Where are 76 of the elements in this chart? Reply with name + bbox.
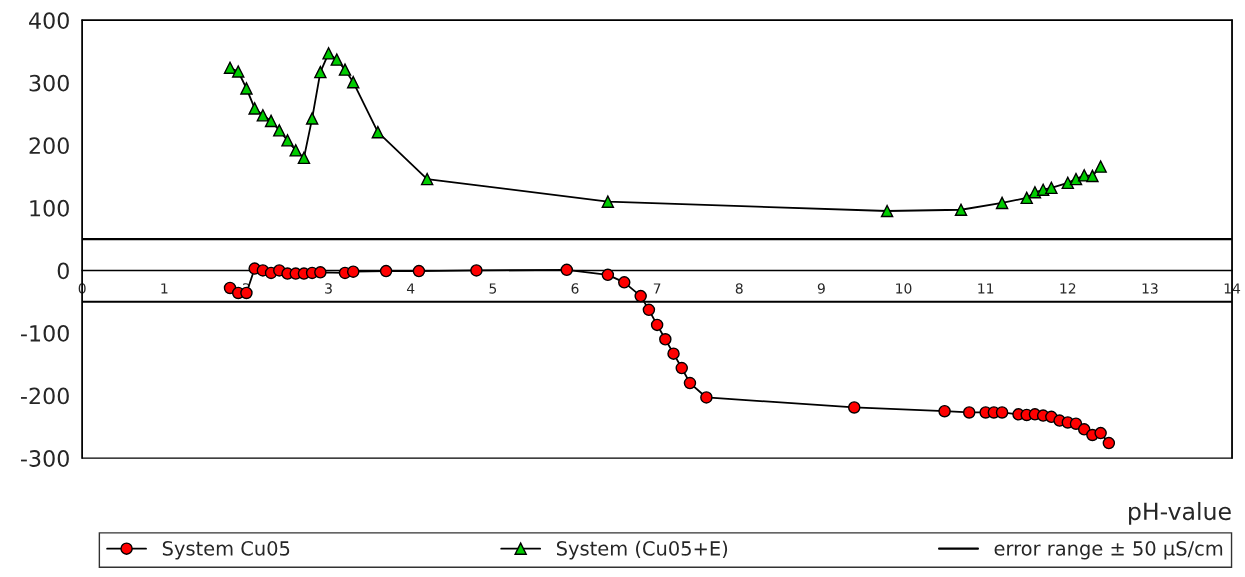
x-tick-label: 5 — [489, 283, 497, 294]
point — [1086, 169, 1099, 183]
x-tick-label: 6 — [571, 283, 579, 294]
point — [223, 61, 237, 74]
point — [305, 112, 319, 125]
point — [1069, 172, 1083, 186]
point — [1077, 169, 1091, 182]
point — [634, 289, 647, 303]
x-tick-label: 1 — [161, 283, 168, 294]
legend-label: System (Cu05+E) — [556, 540, 728, 560]
point — [880, 204, 894, 218]
y-tick-label: -100 — [21, 324, 69, 342]
point — [281, 134, 294, 147]
point — [412, 264, 426, 278]
point — [962, 406, 976, 419]
point — [954, 203, 968, 217]
x-tick-label: 10 — [896, 283, 912, 294]
x-tick-label: 13 — [1142, 283, 1158, 294]
point — [1102, 436, 1116, 450]
point — [264, 114, 278, 128]
x-tick-label: 12 — [1060, 283, 1076, 294]
y-tick-label: 300 — [29, 74, 69, 92]
point — [683, 376, 697, 390]
y-tick-label: 100 — [30, 199, 69, 217]
point — [379, 264, 393, 278]
x-axis-title: pH-value — [1129, 501, 1231, 525]
point — [240, 82, 253, 95]
point — [1045, 181, 1058, 195]
point — [420, 172, 434, 186]
legend-label: error range ± 50 µS/cm — [994, 541, 1223, 560]
point — [995, 196, 1009, 210]
point — [289, 144, 302, 157]
point — [601, 195, 615, 208]
point — [240, 286, 253, 300]
point — [273, 124, 286, 137]
point — [371, 125, 385, 139]
point — [346, 265, 360, 278]
y-tick-label: 0 — [57, 262, 69, 280]
point — [1094, 160, 1107, 173]
point — [642, 303, 656, 317]
point — [346, 75, 360, 89]
point — [601, 268, 615, 282]
y-tick-label: 400 — [29, 12, 69, 29]
point — [297, 151, 311, 165]
point — [314, 65, 327, 79]
x-tick-label: 9 — [817, 283, 825, 294]
x-tick-label: 8 — [735, 283, 743, 294]
y-tick-label: -200 — [21, 387, 69, 405]
point — [470, 264, 483, 277]
point — [231, 65, 245, 78]
point — [675, 361, 689, 375]
legend-label: System Cu05 — [162, 541, 290, 560]
point — [248, 102, 261, 115]
point — [995, 406, 1009, 419]
point — [618, 276, 631, 289]
point — [256, 109, 270, 122]
x-tick-label: 11 — [978, 283, 994, 294]
point — [322, 47, 335, 60]
point — [560, 263, 574, 277]
point — [700, 391, 713, 404]
y-tick-label: 200 — [29, 137, 69, 155]
point — [1094, 426, 1107, 440]
point — [938, 404, 951, 418]
point — [330, 53, 344, 66]
point — [659, 333, 672, 346]
x-tick-label: 3 — [325, 283, 332, 294]
point — [1061, 176, 1075, 190]
point — [338, 63, 352, 76]
point — [314, 266, 327, 279]
point — [667, 347, 680, 360]
y-tick-label: -300 — [21, 450, 69, 467]
x-tick-label: 7 — [653, 283, 661, 294]
point — [847, 401, 861, 414]
point — [650, 318, 664, 332]
point — [1020, 191, 1033, 205]
x-tick-label: 4 — [406, 283, 415, 294]
